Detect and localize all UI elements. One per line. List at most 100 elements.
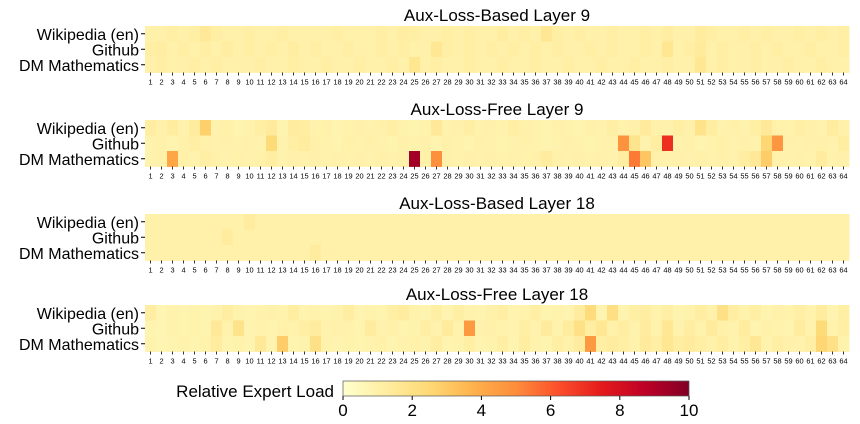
heatmap-cell (244, 151, 256, 167)
heatmap-cell (563, 41, 575, 58)
column-label: 36 (531, 266, 539, 275)
heatmap-cell (464, 41, 476, 58)
heatmap-cell (354, 229, 366, 246)
column-label: 57 (762, 357, 770, 366)
column-label: 53 (718, 266, 726, 275)
column-label: 15 (300, 78, 308, 87)
heatmap-cell (761, 135, 773, 152)
heatmap-cell (431, 41, 443, 58)
column-label: 1 (148, 78, 152, 87)
heatmap-cell (552, 151, 564, 167)
column-label: 23 (388, 172, 396, 181)
heatmap-cell (387, 229, 399, 246)
heatmap-cell (783, 214, 795, 230)
heatmap-cell (585, 26, 597, 42)
column-label: 62 (817, 357, 825, 366)
heatmap-cell (255, 245, 267, 261)
heatmap-cell (233, 214, 245, 230)
heatmap-cell (706, 336, 718, 352)
heatmap-cell (310, 336, 322, 352)
heatmap-cell (662, 120, 674, 136)
heatmap-cell (783, 135, 795, 152)
heatmap-cell (662, 57, 674, 73)
heatmap-cell (651, 305, 663, 321)
heatmap-cell (574, 214, 586, 230)
heatmap-cell (321, 26, 333, 42)
heatmap-cell (706, 320, 718, 337)
heatmap-cell (530, 245, 542, 261)
heatmap-cell (728, 336, 740, 352)
heatmap-cell (244, 26, 256, 42)
heatmap-cell (398, 229, 410, 246)
heatmap-cell (618, 229, 630, 246)
heatmap-cell (552, 57, 564, 73)
heatmap-cell (574, 229, 586, 246)
heatmap-cell (486, 120, 498, 136)
column-label: 38 (553, 266, 561, 275)
heatmap-cell (629, 57, 641, 73)
heatmap-cell (706, 229, 718, 246)
heatmap-cell (596, 245, 608, 261)
heatmap-cell (596, 26, 608, 42)
heatmap-cell (211, 245, 223, 261)
heatmap-cell (442, 151, 454, 167)
heatmap-cell (376, 120, 388, 136)
heatmap-cell (299, 305, 311, 321)
column-label: 12 (267, 357, 275, 366)
heatmap-cell (541, 26, 553, 42)
heatmap-cell (574, 151, 586, 167)
column-label: 63 (828, 357, 836, 366)
column-label: 2 (159, 357, 163, 366)
heatmap-cell (750, 320, 762, 337)
column-label: 35 (520, 172, 528, 181)
heatmap-cell (486, 151, 498, 167)
heatmap-cell (552, 305, 564, 321)
heatmap-cell (156, 41, 168, 58)
heatmap-cell (827, 26, 839, 42)
heatmap-cell (805, 245, 817, 261)
heatmap-cell (299, 26, 311, 42)
heatmap-cell (442, 320, 454, 337)
heatmap-cell (618, 336, 630, 352)
heatmap-cell (266, 135, 278, 152)
heatmap-cell (222, 57, 234, 73)
column-label: 42 (597, 357, 605, 366)
heatmap-cell (310, 214, 322, 230)
heatmap-cell (354, 120, 366, 136)
heatmap-cell (233, 320, 245, 337)
heatmap-cell (717, 26, 729, 42)
heatmap-cell (475, 120, 487, 136)
column-label: 52 (707, 78, 715, 87)
heatmap-cell (673, 151, 685, 167)
heatmap-cell (530, 41, 542, 58)
heatmap-cell (761, 57, 773, 73)
heatmap-cell (607, 305, 619, 321)
colorbar-tick-label: 10 (680, 401, 699, 420)
heatmap-cell (695, 305, 707, 321)
heatmap-cell (398, 26, 410, 42)
heatmap-panel: Aux-Loss-Based Layer 9 Wikipedia (en)Gith… (19, 6, 850, 87)
heatmap-cell (706, 135, 718, 152)
column-label: 8 (225, 78, 229, 87)
heatmap-cell (651, 57, 663, 73)
heatmap-cell (211, 41, 223, 58)
heatmap-cell (222, 320, 234, 337)
heatmap-cell (508, 229, 520, 246)
column-label: 10 (245, 78, 253, 87)
heatmap-cell (442, 336, 454, 352)
column-label: 46 (641, 266, 649, 275)
column-label: 50 (685, 266, 693, 275)
heatmap-cell (299, 151, 311, 167)
heatmap-cell (266, 245, 278, 261)
heatmap-cell (838, 245, 850, 261)
heatmap-cell (750, 214, 762, 230)
heatmap-cell (673, 214, 685, 230)
column-label: 46 (641, 172, 649, 181)
heatmap-cell (816, 41, 828, 58)
heatmap-cell (288, 229, 300, 246)
panel-title: Aux-Loss-Based Layer 18 (399, 194, 595, 213)
heatmap-cell (519, 320, 531, 337)
heatmap-cell (211, 336, 223, 352)
heatmap-cell (783, 26, 795, 42)
heatmap-cell (673, 41, 685, 58)
